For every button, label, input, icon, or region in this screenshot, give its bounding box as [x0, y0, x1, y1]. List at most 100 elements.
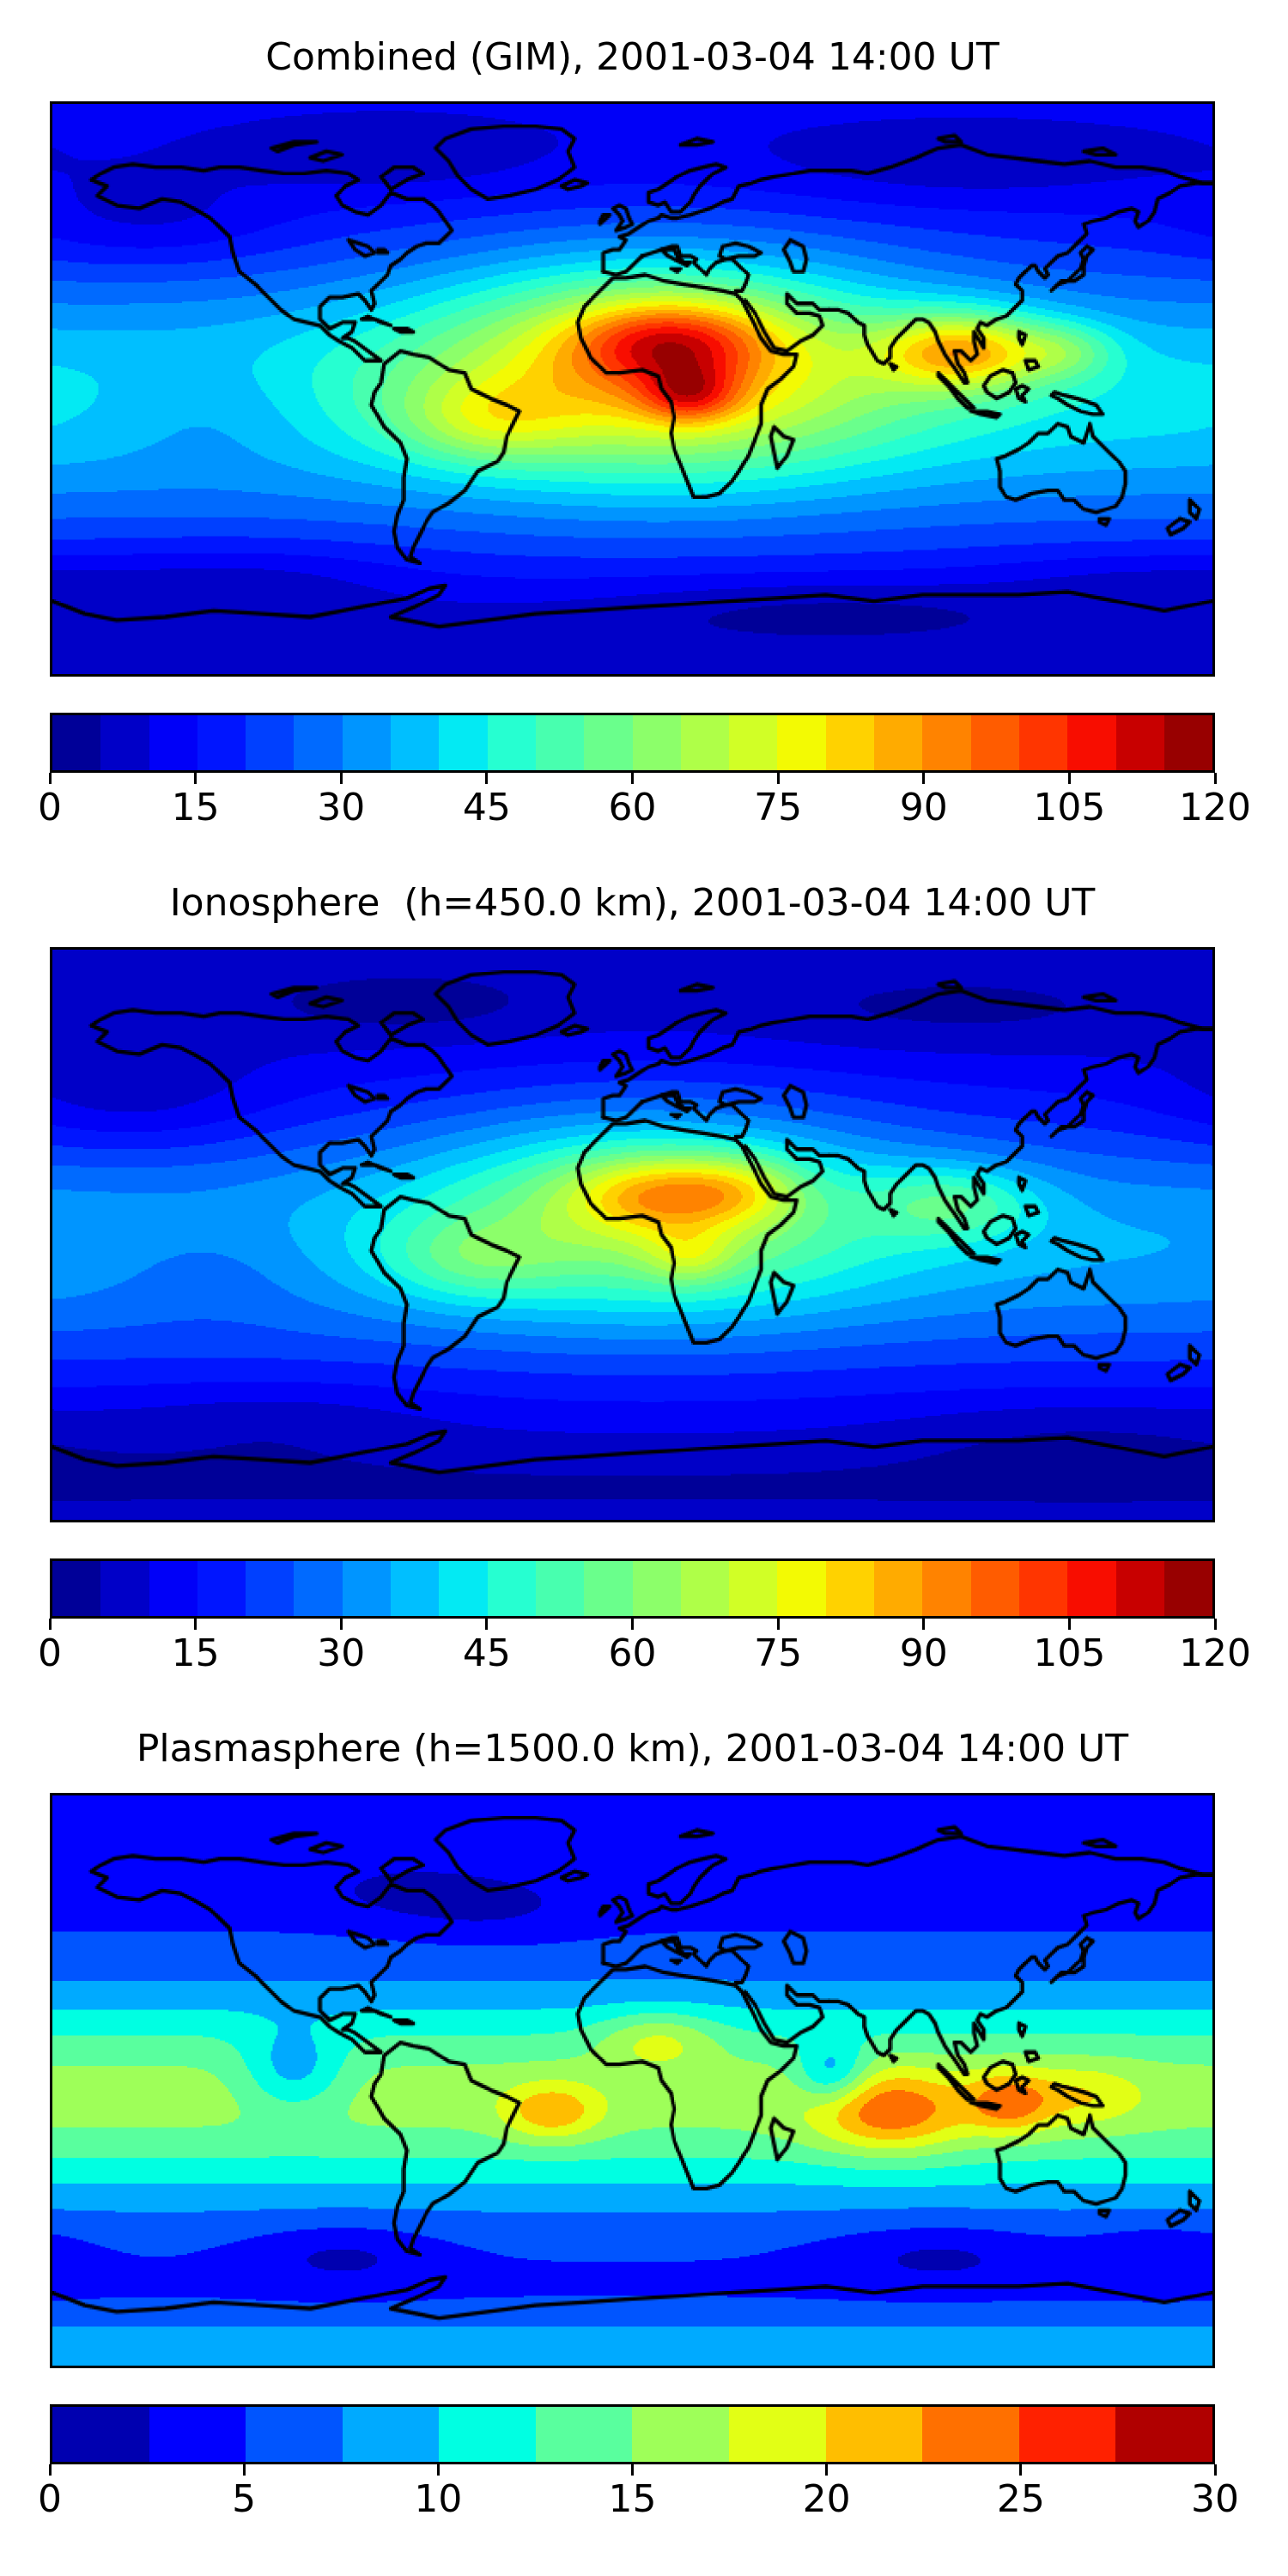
colorbar-tick-mark [48, 1619, 52, 1630]
colorbar-tick-mark [922, 1619, 926, 1630]
colorbar-segment [825, 715, 875, 770]
colorbar-segment [439, 2407, 536, 2462]
colorbar-tick-mark [1067, 1619, 1071, 1630]
colorbar-segment [1163, 715, 1213, 770]
colorbar-segment [149, 2407, 246, 2462]
colorbar-segment [246, 1561, 295, 1616]
colorbar-tick-mark [48, 2464, 52, 2476]
colorbar-tick-mark [631, 773, 634, 784]
colorbar-tick-label: 105 [1033, 786, 1106, 829]
colorbar-tick-label: 90 [899, 786, 948, 829]
colorbar-segment [535, 2407, 633, 2462]
colorbar-segment [246, 2407, 343, 2462]
colorbar-tick-label: 15 [608, 2477, 657, 2521]
colorbar-tick-label: 60 [608, 1631, 657, 1675]
colorbar-plasmasphere [50, 2404, 1215, 2464]
colorbar-tick-label: 5 [232, 2477, 257, 2521]
colorbar-segment [535, 715, 585, 770]
colorbar-tick-label: 25 [996, 2477, 1045, 2521]
colorbar-segment [777, 1561, 826, 1616]
colorbar-tick-label: 75 [754, 786, 803, 829]
colorbar-segment [680, 1561, 730, 1616]
map-canvas-ionosphere [52, 950, 1212, 1520]
colorbar-segment [342, 1561, 392, 1616]
colorbar-segment [922, 715, 971, 770]
colorbar-segment [729, 2407, 826, 2462]
map-ionosphere [50, 947, 1215, 1522]
colorbar-tick-label: 90 [899, 1631, 948, 1675]
colorbar-segment [970, 1561, 1019, 1616]
colorbar-tick-mark [436, 2464, 440, 2476]
colorbar-tick-mark [631, 1619, 634, 1630]
colorbar-segment [439, 715, 488, 770]
colorbar-segment [439, 1561, 488, 1616]
colorbar-segment [632, 2407, 730, 2462]
colorbar-segment [391, 1561, 440, 1616]
colorbar-tick-mark [1213, 1619, 1217, 1630]
colorbar-segment [1018, 1561, 1068, 1616]
colorbar-tick-mark [631, 2464, 634, 2476]
colorbar-segment [487, 1561, 536, 1616]
panel-title-combined: Combined (GIM), 2001-03-04 14:00 UT [265, 35, 999, 79]
colorbar-tick-mark [776, 773, 780, 784]
colorbar-tick-label: 30 [1191, 2477, 1239, 2521]
colorbar-segment [874, 1561, 923, 1616]
colorbar-segment [246, 715, 295, 770]
colorbar-segment [342, 715, 392, 770]
colorbar-tick-mark [339, 1619, 343, 1630]
colorbar-tick-label: 15 [171, 786, 220, 829]
colorbar-segment [825, 1561, 875, 1616]
colorbar-tick-label: 0 [38, 2477, 62, 2521]
colorbar-tick-label: 105 [1033, 1631, 1106, 1675]
map-canvas-plasmasphere [52, 1795, 1212, 2366]
colorbar-segment [1067, 715, 1116, 770]
colorbar-segment [294, 715, 343, 770]
colorbar-ionosphere [50, 1558, 1215, 1619]
colorbar-tick-label: 0 [38, 786, 62, 829]
colorbar-segment [970, 715, 1019, 770]
colorbar-tick-label: 120 [1179, 1631, 1251, 1675]
colorbar-tick-mark [194, 773, 197, 784]
colorbar-segment [874, 715, 923, 770]
colorbar-segment [294, 1561, 343, 1616]
colorbar-segment [197, 1561, 246, 1616]
colorbar-segment [149, 1561, 197, 1616]
colorbar-tick-mark [48, 773, 52, 784]
colorbar-segment [584, 1561, 633, 1616]
colorbar-segment [680, 715, 730, 770]
colorbar-segment [632, 1561, 681, 1616]
colorbar-tick-mark [1213, 2464, 1217, 2476]
map-plasmasphere [50, 1793, 1215, 2368]
colorbar-segment [535, 1561, 585, 1616]
map-canvas-combined [52, 104, 1212, 674]
colorbar-segment [1115, 715, 1164, 770]
colorbar-tick-mark [242, 2464, 246, 2476]
colorbar-segment [149, 715, 197, 770]
colorbar-tick-label: 30 [317, 1631, 366, 1675]
colorbar-tick-mark [339, 773, 343, 784]
colorbar-tick-label: 0 [38, 1631, 62, 1675]
colorbar-tick-mark [194, 1619, 197, 1630]
colorbar-tick-mark [485, 1619, 489, 1630]
colorbar-segment [391, 715, 440, 770]
colorbar-tick-mark [485, 773, 489, 784]
colorbar-tick-mark [1213, 773, 1217, 784]
colorbar-segment [825, 2407, 923, 2462]
colorbar-segment [632, 715, 681, 770]
colorbar-segment [1163, 1561, 1213, 1616]
colorbar-tick-label: 20 [802, 2477, 851, 2521]
colorbar-segment [1018, 2407, 1116, 2462]
colorbar-tick-label: 10 [414, 2477, 463, 2521]
colorbar-tick-label: 45 [462, 786, 511, 829]
colorbar-tick-mark [922, 773, 926, 784]
colorbar-segment [197, 715, 246, 770]
panel-title-plasmasphere: Plasmasphere (h=1500.0 km), 2001-03-04 1… [136, 1727, 1129, 1771]
colorbar-segment [729, 715, 778, 770]
colorbar-segment [100, 1561, 149, 1616]
colorbar-tick-label: 75 [754, 1631, 803, 1675]
colorbar-segment [52, 715, 101, 770]
colorbar-tick-label: 30 [317, 786, 366, 829]
colorbar-tick-mark [1067, 773, 1071, 784]
colorbar-tick-label: 45 [462, 1631, 511, 1675]
